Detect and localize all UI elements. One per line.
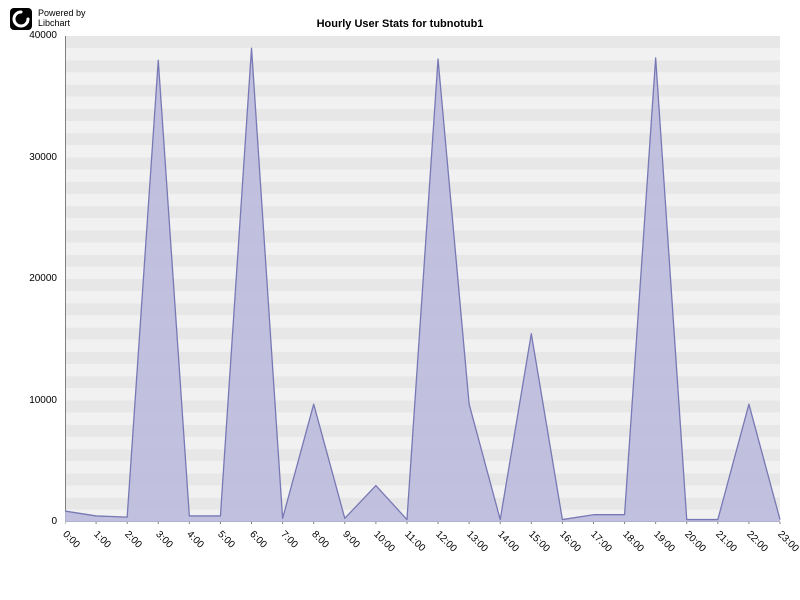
y-axis-tick-label: 30000 (0, 152, 57, 163)
x-axis-tick-label: 19:00 (651, 529, 676, 554)
x-axis-tick-label: 10:00 (371, 529, 396, 554)
x-axis-tick-label: 2:00 (122, 529, 144, 551)
x-axis-tick-label: 22:00 (744, 529, 769, 554)
y-axis-tick-label: 40000 (0, 30, 57, 41)
x-axis-tick-label: 11:00 (402, 529, 427, 554)
x-axis-tick-label: 6:00 (247, 529, 269, 551)
x-axis-tick-label: 14:00 (495, 529, 520, 554)
y-axis-tick-label: 0 (0, 516, 57, 527)
x-axis-tick-label: 17:00 (589, 529, 614, 554)
chart-title: Hourly User Stats for tubnotub1 (0, 18, 800, 30)
x-axis-tick-label: 3:00 (153, 529, 175, 551)
x-axis-tick-label: 1:00 (91, 529, 113, 551)
x-axis-tick-label: 15:00 (527, 529, 552, 554)
y-axis-tick-label: 20000 (0, 273, 57, 284)
x-axis-tick-label: 16:00 (558, 529, 583, 554)
y-axis-tick-label: 10000 (0, 395, 57, 406)
line-chart (65, 36, 782, 524)
x-axis-tick-label: 21:00 (713, 529, 738, 554)
x-axis-tick-label: 4:00 (185, 529, 207, 551)
x-axis-tick-label: 20:00 (682, 529, 707, 554)
x-axis-tick-label: 18:00 (620, 529, 645, 554)
x-axis-tick-label: 8:00 (309, 529, 331, 551)
x-axis-tick-label: 5:00 (216, 529, 238, 551)
x-axis-tick-label: 23:00 (775, 529, 800, 554)
x-axis-tick-label: 9:00 (340, 529, 362, 551)
x-axis-tick-label: 12:00 (433, 529, 458, 554)
x-axis-tick-label: 13:00 (464, 529, 489, 554)
x-axis-tick-label: 7:00 (278, 529, 300, 551)
x-axis-tick-label: 0:00 (60, 529, 82, 551)
